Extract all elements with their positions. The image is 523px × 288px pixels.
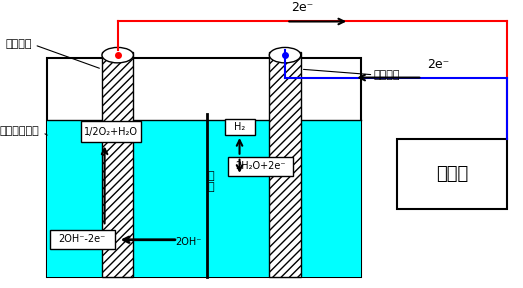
Text: H₂: H₂ bbox=[234, 122, 246, 132]
Text: 2e⁻: 2e⁻ bbox=[291, 1, 313, 14]
Text: 蓄电池: 蓄电池 bbox=[436, 165, 469, 183]
Bar bbox=[102, 52, 133, 277]
Bar bbox=[47, 58, 361, 277]
Text: 阴极电极: 阴极电极 bbox=[374, 70, 401, 80]
Bar bbox=[47, 120, 361, 277]
Bar bbox=[397, 139, 507, 209]
FancyBboxPatch shape bbox=[50, 230, 115, 249]
Text: 2OH⁻: 2OH⁻ bbox=[175, 237, 201, 247]
Ellipse shape bbox=[269, 48, 301, 63]
Ellipse shape bbox=[102, 48, 133, 63]
Text: 隔
膜: 隔 膜 bbox=[208, 170, 214, 192]
Bar bbox=[269, 52, 301, 277]
FancyBboxPatch shape bbox=[81, 121, 141, 142]
Text: 阳极电极: 阳极电极 bbox=[5, 39, 99, 68]
Text: 2H₂O+2e⁻: 2H₂O+2e⁻ bbox=[235, 161, 286, 171]
FancyBboxPatch shape bbox=[228, 157, 293, 176]
Text: 2e⁻: 2e⁻ bbox=[428, 58, 450, 71]
FancyBboxPatch shape bbox=[225, 119, 255, 135]
Text: 2OH⁻-2e⁻: 2OH⁻-2e⁻ bbox=[59, 234, 106, 244]
Text: 1/2O₂+H₂O: 1/2O₂+H₂O bbox=[84, 127, 138, 137]
Text: 氢氧化钠溶液: 氢氧化钠溶液 bbox=[0, 126, 47, 136]
